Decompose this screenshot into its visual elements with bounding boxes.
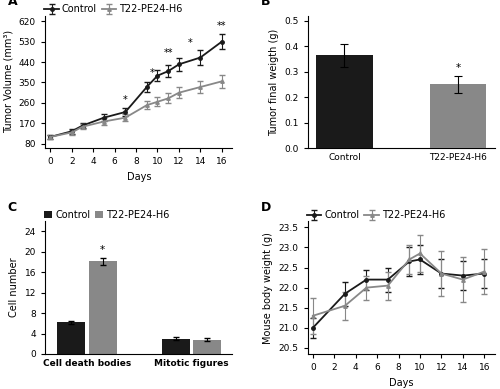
- Legend: Control, T22-PE24-H6: Control, T22-PE24-H6: [40, 0, 186, 18]
- X-axis label: Days: Days: [126, 172, 151, 182]
- Y-axis label: Cell number: Cell number: [9, 258, 19, 317]
- Text: C: C: [8, 201, 16, 214]
- Text: *: *: [456, 63, 460, 73]
- Text: D: D: [260, 201, 271, 214]
- Bar: [88, 261, 117, 354]
- Text: *: *: [123, 95, 128, 105]
- Bar: [316, 55, 373, 148]
- X-axis label: Days: Days: [389, 378, 413, 387]
- Text: *: *: [100, 245, 105, 256]
- Legend: Control, T22-PE24-H6: Control, T22-PE24-H6: [303, 206, 449, 224]
- Y-axis label: Tumor final weigth (g): Tumor final weigth (g): [268, 28, 278, 135]
- Legend: Control, T22-PE24-H6: Control, T22-PE24-H6: [40, 206, 173, 224]
- Text: **: **: [217, 21, 226, 31]
- Text: A: A: [8, 0, 17, 8]
- Text: **: **: [164, 47, 173, 58]
- Text: *: *: [188, 39, 192, 49]
- Y-axis label: Mouse body weight (g): Mouse body weight (g): [263, 232, 273, 343]
- Text: B: B: [260, 0, 270, 8]
- Bar: [194, 340, 221, 354]
- Bar: [162, 339, 190, 354]
- Bar: [430, 84, 486, 148]
- Bar: [57, 322, 85, 354]
- Text: *: *: [150, 68, 154, 78]
- Y-axis label: Tumor Volume (mm³): Tumor Volume (mm³): [3, 30, 13, 133]
